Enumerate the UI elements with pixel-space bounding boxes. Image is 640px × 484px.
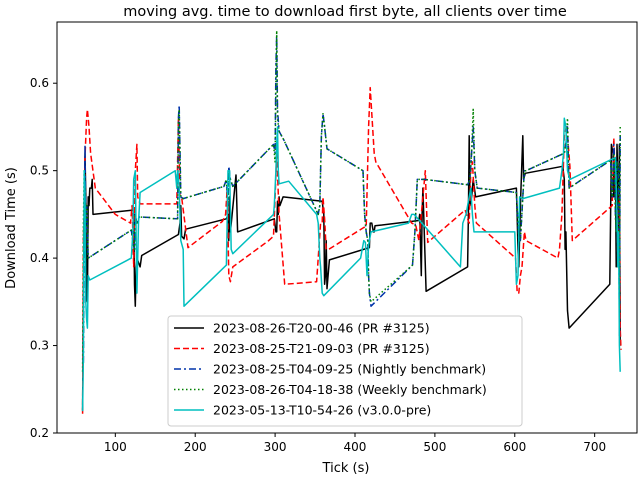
series-line-2 bbox=[81, 86, 622, 414]
series-line-5 bbox=[81, 117, 621, 412]
x-axis-label: Tick (s) bbox=[322, 461, 370, 476]
legend-label-1: 2023-08-26-T20-00-46 (PR #3125) bbox=[213, 321, 430, 336]
plot-frame bbox=[56, 21, 638, 434]
x-tick-label: 400 bbox=[344, 440, 367, 454]
legend-label-3: 2023-08-25-T04-09-25 (Nightly benchmark) bbox=[213, 362, 486, 377]
y-axis: 0.2 0.3 0.4 0.5 0.6 bbox=[30, 76, 57, 440]
x-tick-label: 300 bbox=[264, 440, 287, 454]
y-tick-label: 0.2 bbox=[30, 426, 49, 440]
y-tick-label: 0.6 bbox=[30, 76, 49, 90]
legend: 2023-08-26-T20-00-46 (PR #3125) 2023-08-2… bbox=[167, 315, 523, 427]
legend-label-5: 2023-05-13-T10-54-26 (v3.0.0-pre) bbox=[213, 403, 431, 418]
x-tick-label: 500 bbox=[423, 440, 446, 454]
y-tick-label: 0.5 bbox=[30, 164, 49, 178]
series-line-1 bbox=[81, 134, 621, 411]
x-tick-label: 700 bbox=[583, 440, 606, 454]
x-tick-label: 200 bbox=[184, 440, 207, 454]
legend-label-2: 2023-08-25-T21-09-03 (PR #3125) bbox=[213, 341, 430, 356]
chart-title: moving avg. time to download first byte,… bbox=[123, 4, 567, 20]
y-tick-label: 0.3 bbox=[30, 339, 49, 353]
y-axis-label: Download Time (s) bbox=[4, 167, 19, 289]
x-tick-label: 100 bbox=[104, 440, 127, 454]
series-line-4 bbox=[81, 29, 621, 372]
x-tick-label: 600 bbox=[503, 440, 526, 454]
x-axis: 100 200 300 400 500 600 700 bbox=[104, 433, 606, 454]
legend-box bbox=[167, 315, 523, 427]
legend-label-4: 2023-08-26-T04-18-38 (Weekly benchmark) bbox=[213, 382, 487, 397]
plot-lines bbox=[81, 29, 622, 414]
y-tick-label: 0.4 bbox=[30, 251, 49, 265]
